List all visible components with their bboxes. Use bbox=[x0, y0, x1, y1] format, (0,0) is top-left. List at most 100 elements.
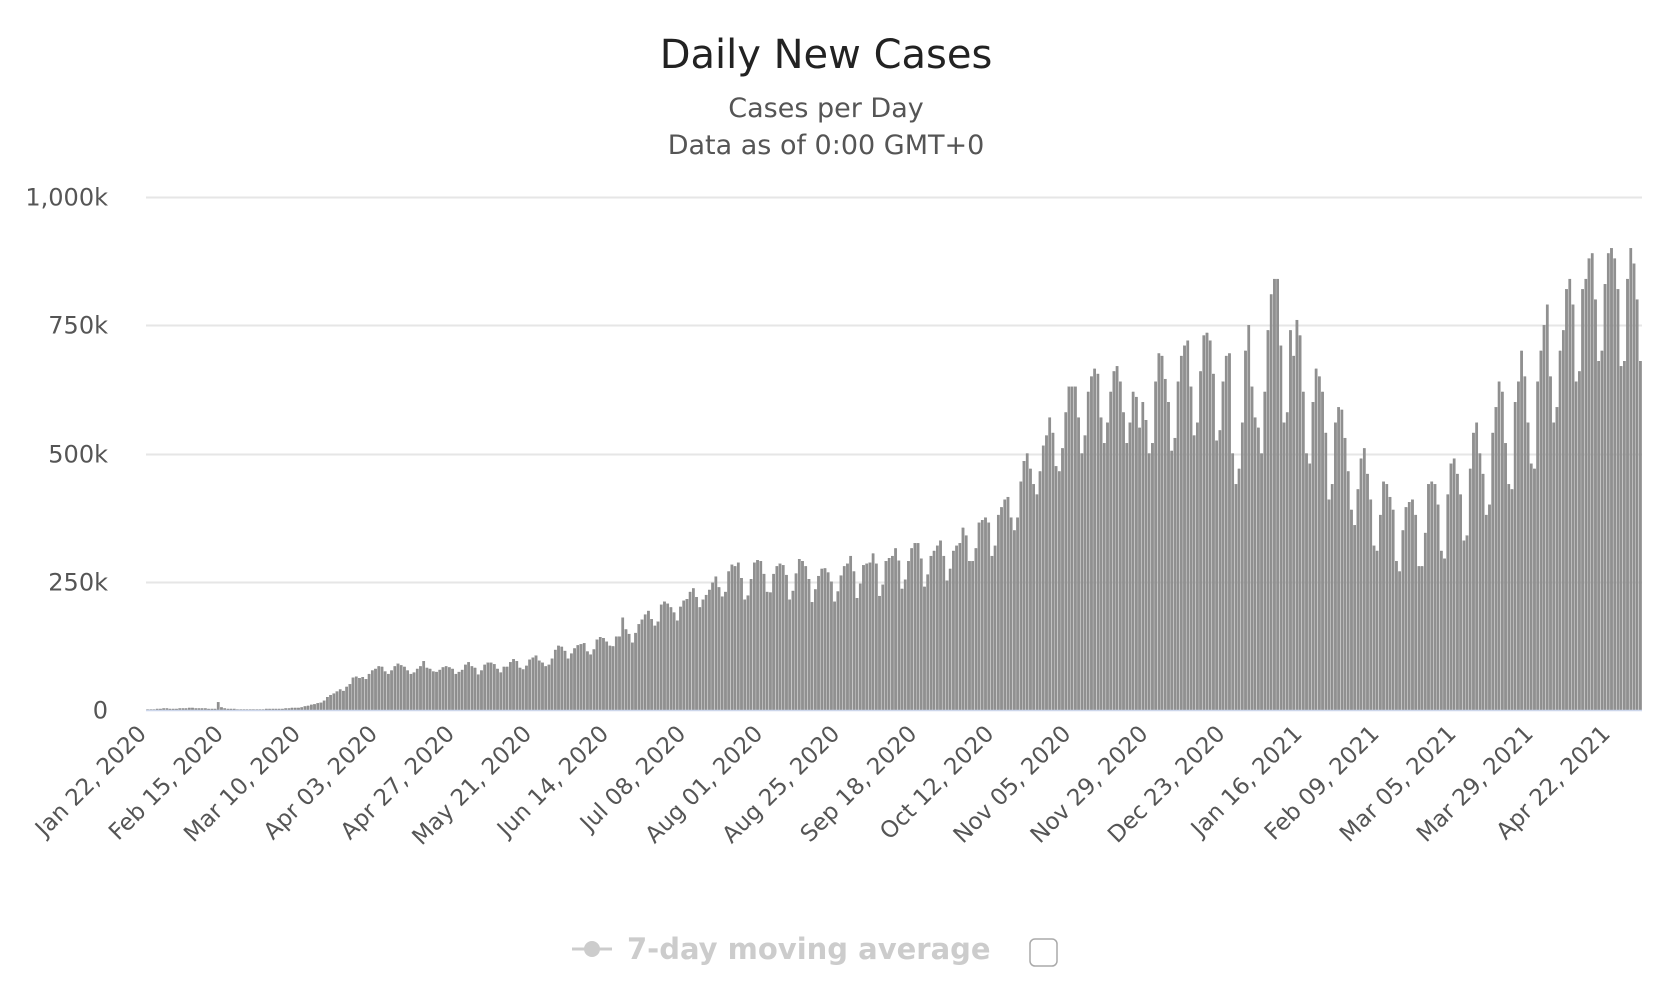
bar[interactable] bbox=[537, 660, 541, 711]
bar[interactable] bbox=[573, 648, 576, 711]
bar[interactable] bbox=[865, 563, 869, 711]
bar[interactable] bbox=[769, 592, 772, 711]
bar[interactable] bbox=[614, 636, 618, 711]
bar[interactable] bbox=[1186, 340, 1190, 711]
bar[interactable] bbox=[1115, 366, 1119, 711]
bar[interactable] bbox=[1411, 499, 1414, 711]
bar[interactable] bbox=[1051, 432, 1055, 711]
bar[interactable] bbox=[1465, 535, 1469, 711]
bar[interactable] bbox=[191, 707, 194, 711]
bar[interactable] bbox=[1170, 450, 1174, 711]
bar[interactable] bbox=[955, 545, 958, 711]
bar[interactable] bbox=[1074, 386, 1077, 711]
bar[interactable] bbox=[550, 658, 554, 711]
bar[interactable] bbox=[749, 579, 753, 711]
bar[interactable] bbox=[1395, 561, 1398, 711]
bar[interactable] bbox=[1080, 453, 1084, 711]
bar[interactable] bbox=[303, 706, 307, 711]
bar[interactable] bbox=[313, 704, 316, 711]
bar[interactable] bbox=[1606, 253, 1610, 711]
bar[interactable] bbox=[1167, 402, 1170, 711]
bar[interactable] bbox=[1568, 278, 1572, 711]
bar[interactable] bbox=[990, 555, 994, 711]
bar[interactable] bbox=[1253, 417, 1257, 711]
bar[interactable] bbox=[464, 664, 467, 711]
bar[interactable] bbox=[797, 559, 801, 711]
bar[interactable] bbox=[1497, 381, 1501, 711]
bar[interactable] bbox=[820, 568, 824, 711]
bar[interactable] bbox=[1456, 473, 1459, 711]
bar[interactable] bbox=[1205, 332, 1209, 711]
bar[interactable] bbox=[1520, 350, 1523, 711]
bar[interactable] bbox=[1196, 422, 1199, 711]
bar[interactable] bbox=[351, 677, 355, 711]
bar[interactable] bbox=[1000, 507, 1003, 711]
bar[interactable] bbox=[807, 579, 811, 711]
bar[interactable] bbox=[1257, 427, 1260, 711]
bar[interactable] bbox=[1122, 412, 1125, 711]
bar[interactable] bbox=[1176, 381, 1180, 711]
bar[interactable] bbox=[1032, 484, 1035, 711]
bar[interactable] bbox=[428, 668, 432, 711]
bar[interactable] bbox=[855, 598, 859, 711]
bar[interactable] bbox=[431, 671, 435, 711]
bar[interactable] bbox=[1003, 499, 1007, 711]
bar[interactable] bbox=[634, 632, 637, 711]
bar[interactable] bbox=[695, 596, 698, 711]
bar[interactable] bbox=[842, 566, 846, 711]
bar[interactable] bbox=[724, 591, 727, 711]
bar[interactable] bbox=[1362, 448, 1366, 711]
bar[interactable] bbox=[1298, 335, 1302, 711]
bar[interactable] bbox=[444, 666, 448, 711]
bar[interactable] bbox=[1632, 263, 1636, 711]
bar[interactable] bbox=[496, 668, 499, 711]
bar[interactable] bbox=[765, 591, 769, 711]
bar[interactable] bbox=[1289, 330, 1292, 711]
bar[interactable] bbox=[1468, 468, 1472, 711]
bar[interactable] bbox=[974, 548, 978, 711]
bar[interactable] bbox=[1327, 499, 1331, 711]
bar[interactable] bbox=[297, 707, 300, 711]
bar[interactable] bbox=[377, 666, 381, 711]
bar[interactable] bbox=[1539, 350, 1543, 711]
bar[interactable] bbox=[846, 563, 849, 711]
bar[interactable] bbox=[1507, 484, 1511, 711]
bar[interactable] bbox=[1401, 530, 1405, 711]
bar[interactable] bbox=[794, 573, 798, 711]
bar[interactable] bbox=[910, 548, 914, 711]
bar[interactable] bbox=[1199, 371, 1202, 711]
bar[interactable] bbox=[451, 668, 454, 711]
bar[interactable] bbox=[332, 693, 336, 711]
bar[interactable] bbox=[1597, 361, 1601, 711]
bar[interactable] bbox=[460, 669, 464, 711]
bar[interactable] bbox=[884, 561, 888, 711]
bar[interactable] bbox=[1385, 484, 1389, 711]
bar[interactable] bbox=[1144, 420, 1148, 711]
bar[interactable] bbox=[319, 702, 323, 711]
bar[interactable] bbox=[1549, 376, 1552, 711]
legend-item-7-day-moving-average[interactable]: 7-day moving average bbox=[572, 932, 991, 966]
bar[interactable] bbox=[971, 561, 975, 711]
bar[interactable] bbox=[688, 591, 692, 711]
bar[interactable] bbox=[823, 568, 827, 711]
bar[interactable] bbox=[1581, 289, 1584, 711]
bar[interactable] bbox=[1484, 514, 1488, 711]
bar[interactable] bbox=[1128, 422, 1132, 711]
bar[interactable] bbox=[1590, 253, 1594, 711]
bar[interactable] bbox=[1083, 435, 1087, 711]
bar[interactable] bbox=[489, 662, 493, 711]
bar[interactable] bbox=[541, 662, 544, 711]
bar[interactable] bbox=[720, 596, 724, 711]
bar[interactable] bbox=[216, 702, 220, 711]
bar[interactable] bbox=[383, 671, 387, 711]
bar[interactable] bbox=[958, 543, 962, 711]
bar[interactable] bbox=[518, 667, 522, 711]
bar[interactable] bbox=[608, 645, 612, 711]
bar[interactable] bbox=[1587, 258, 1591, 711]
bar[interactable] bbox=[881, 584, 885, 711]
legend-checkbox[interactable] bbox=[1029, 938, 1058, 967]
bar[interactable] bbox=[300, 707, 304, 711]
bar[interactable] bbox=[907, 561, 910, 711]
bar[interactable] bbox=[1228, 353, 1231, 711]
bar[interactable] bbox=[682, 600, 686, 711]
